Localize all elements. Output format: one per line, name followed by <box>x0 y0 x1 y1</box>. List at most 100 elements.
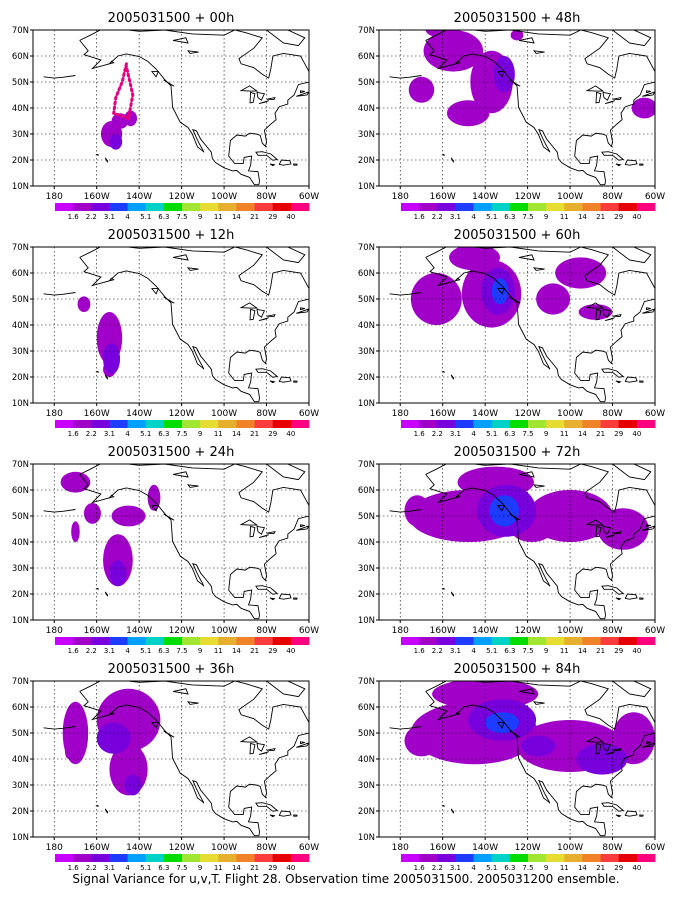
variance-blob <box>103 343 121 375</box>
colorbar-label: 4 <box>471 213 476 221</box>
colorbar-label: 40 <box>286 647 295 655</box>
map-panel-72h: 2005031500 + 72h 10N 20N 30N 40N 50N 60N 70N 180… <box>358 445 665 655</box>
coast-island <box>450 374 455 380</box>
colorbar-swatch <box>618 637 638 645</box>
colorbar-swatch <box>236 203 255 211</box>
coast-island <box>278 593 292 600</box>
coast-island <box>311 78 324 91</box>
coast-lake <box>604 751 615 756</box>
coast-island <box>496 722 505 729</box>
colorbar-swatch <box>272 203 292 211</box>
coast-island <box>300 90 305 94</box>
coast-lake <box>266 313 276 318</box>
colorbar-swatch <box>618 420 638 428</box>
colorbar-label: 6.3 <box>504 864 515 872</box>
coast-lake <box>249 91 256 104</box>
coast-island <box>108 711 115 716</box>
colorbar-label: 6.3 <box>158 213 169 221</box>
colorbar-swatch <box>509 637 529 645</box>
colorbar-label: 7.5 <box>522 647 533 655</box>
coast-island <box>300 307 305 311</box>
colorbar-label: 14 <box>232 647 241 655</box>
coast-lake <box>239 736 259 743</box>
colorbar: 1.6 2.2 3.1 4 5.1 6.3 7.5 9 11 14 21 29 40 <box>55 637 310 655</box>
colorbar-swatch <box>254 637 274 645</box>
lon-tick-label: 100W <box>557 843 583 853</box>
coast-island <box>255 368 279 378</box>
colorbar-swatch <box>200 637 219 645</box>
colorbar-label: 7.5 <box>176 213 187 221</box>
coast-island <box>612 464 652 481</box>
coast-island <box>509 730 521 738</box>
coast-island <box>509 513 521 521</box>
colorbar-swatch <box>419 420 438 428</box>
lat-tick-label: 40N <box>12 538 29 548</box>
colorbar-swatch <box>437 854 456 862</box>
colorbar-swatch <box>73 637 92 645</box>
colorbar-swatch <box>473 637 493 645</box>
colorbar-swatch <box>582 203 601 211</box>
colorbar-label: 4 <box>125 430 130 438</box>
lat-tick-label: 70N <box>12 26 29 36</box>
variance-shading <box>408 30 655 127</box>
coast-lake <box>256 525 266 535</box>
colorbar-swatch <box>272 420 292 428</box>
colorbar-label: 1.6 <box>68 647 80 655</box>
colorbar-label: 11 <box>560 430 569 438</box>
lon-tick-label: 100W <box>211 843 237 853</box>
lon-tick-label: 100W <box>211 192 237 202</box>
lat-tick-label: 20N <box>358 373 375 383</box>
coast-island <box>266 464 306 481</box>
lon-tick-label: 80W <box>602 409 622 419</box>
coast-pacific <box>79 40 259 186</box>
variance-blob <box>77 296 91 313</box>
coast-island <box>612 247 652 264</box>
colorbar-swatch <box>437 203 456 211</box>
coast-island <box>612 681 652 698</box>
colorbar-label: 1.6 <box>414 864 426 872</box>
colorbar-swatch <box>73 203 92 211</box>
colorbar-swatch <box>73 854 92 862</box>
colorbar-swatch <box>419 203 438 211</box>
coast-lake <box>258 317 269 322</box>
coast-island <box>496 288 505 295</box>
colorbar-swatch <box>473 420 493 428</box>
coast-island <box>269 380 276 384</box>
variance-blob <box>83 503 101 524</box>
variance-blob <box>521 735 556 757</box>
lat-tick-label: 30N <box>12 130 29 140</box>
variance-shading <box>77 296 123 378</box>
coast-island <box>454 277 461 282</box>
lat-tick-label: 10N <box>12 182 29 192</box>
colorbar-label: 40 <box>286 430 295 438</box>
panel-title: 2005031500 + 48h <box>454 11 581 26</box>
lon-tick-label: 120W <box>515 843 541 853</box>
colorbar-swatch <box>254 203 274 211</box>
colorbar-label: 14 <box>578 430 587 438</box>
lat-tick-label: 10N <box>358 182 375 192</box>
coast-island <box>441 370 446 373</box>
colorbar-swatch <box>401 637 420 645</box>
lat-tick-label: 40N <box>358 755 375 765</box>
coast-island <box>657 295 670 308</box>
colorbar-label: 6.3 <box>158 647 169 655</box>
lat-tick-label: 70N <box>358 26 375 36</box>
colorbar-label: 40 <box>632 864 641 872</box>
coast-lake <box>173 37 189 44</box>
coast-north-america <box>79 681 309 836</box>
coast-lake <box>602 91 612 101</box>
lon-tick-label: 120W <box>515 192 541 202</box>
map-grid <box>379 247 655 403</box>
variance-blob <box>536 283 571 315</box>
coast-lake <box>595 308 602 321</box>
colorbar-label: 3.1 <box>104 864 115 872</box>
lon-tick-label: 120W <box>515 409 541 419</box>
lon-tick-label: 140W <box>472 626 498 636</box>
coast-island <box>255 802 279 812</box>
lat-tick-label: 20N <box>12 807 29 817</box>
coast-aleutians <box>43 75 76 79</box>
colorbar-swatch <box>419 854 438 862</box>
coast-lake <box>532 50 545 54</box>
colorbar: 1.6 2.2 3.1 4 5.1 6.3 7.5 9 11 14 21 29 40 <box>401 854 656 872</box>
lon-tick-label: 100W <box>211 409 237 419</box>
